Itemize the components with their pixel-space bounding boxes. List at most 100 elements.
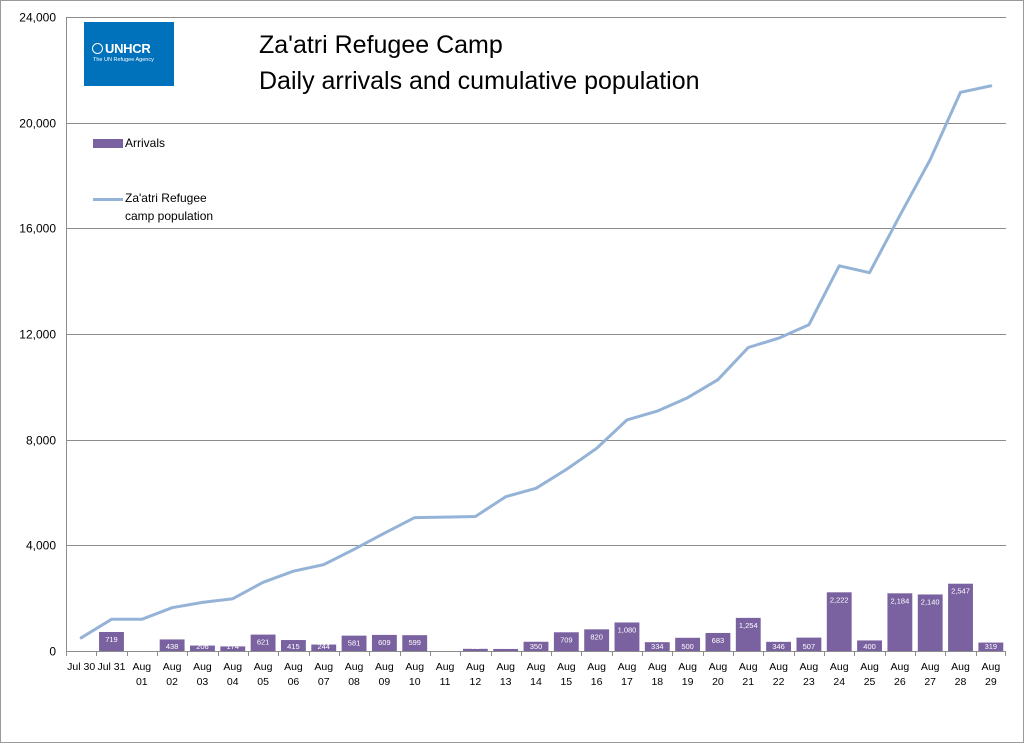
x-tick-label: Aug [830, 661, 849, 673]
x-tick-label: Aug [163, 661, 182, 673]
x-tick-label: 13 [500, 676, 512, 688]
x-tick-label: 02 [166, 676, 178, 688]
x-tick-label: Aug [921, 661, 940, 673]
arrivals-data-label: 1,080 [618, 625, 637, 634]
x-tick-label: 16 [591, 676, 603, 688]
x-tick-label: Aug [891, 661, 910, 673]
y-tick-label: 20,000 [19, 117, 56, 131]
x-tick-label: 29 [985, 676, 997, 688]
arrivals-bar [705, 632, 731, 651]
x-tick-label: Aug [800, 661, 819, 673]
x-tick-label: 07 [318, 676, 330, 688]
population-point [262, 581, 264, 584]
x-tick-label: Aug [709, 661, 728, 673]
population-point [80, 636, 82, 639]
arrivals-bar [159, 639, 185, 651]
x-tick-label: 15 [560, 676, 572, 688]
arrivals-data-label: 609 [378, 638, 391, 647]
arrivals-bar [280, 640, 306, 651]
population-point [141, 618, 143, 621]
population-point [929, 158, 931, 161]
arrivals-bar [675, 637, 701, 651]
arrivals-bar [250, 634, 276, 651]
x-tick-label: 24 [833, 676, 845, 688]
x-tick-label: 20 [712, 676, 724, 688]
arrivals-data-label: 683 [712, 636, 725, 645]
x-tick-label: 01 [136, 676, 148, 688]
x-tick-label: Aug [405, 661, 424, 673]
arrivals-data-label: 820 [590, 632, 603, 641]
x-tick-label: 23 [803, 676, 815, 688]
x-tick-label: 27 [924, 676, 936, 688]
arrivals-data-label: 346 [772, 642, 785, 651]
arrivals-bar [887, 593, 913, 651]
population-point [201, 601, 204, 604]
arrivals-data-label: 500 [681, 642, 694, 651]
population-point [535, 487, 537, 490]
arrivals-data-label: 2,184 [890, 596, 909, 605]
arrivals-bar [220, 646, 246, 651]
arrivals-data-label: 599 [408, 638, 421, 647]
arrivals-bar [371, 634, 397, 651]
arrivals-data-label: 78 [502, 642, 510, 651]
x-tick-label: Aug [254, 661, 273, 673]
arrivals-data-label: 244 [317, 642, 330, 651]
population-line [79, 84, 993, 640]
legend-arrivals-label: Arrivals [125, 136, 166, 150]
x-tick-label: Aug [648, 661, 667, 673]
x-tick-label: 22 [773, 676, 785, 688]
arrivals-data-label: 709 [560, 635, 573, 644]
population-point [322, 563, 325, 566]
arrivals-data-label: 400 [863, 642, 876, 651]
population-point [686, 396, 689, 399]
arrivals-bar [826, 592, 852, 651]
population-point [474, 515, 477, 518]
x-tick-label: Aug [951, 661, 970, 673]
x-tick-label: 05 [257, 676, 269, 688]
arrivals-bar [857, 640, 882, 651]
x-tick-label: 12 [470, 676, 482, 688]
arrivals-data-label: 719 [105, 635, 118, 644]
arrivals-bar [796, 637, 822, 651]
arrivals-bar [766, 641, 792, 651]
legend-population-swatch [93, 198, 123, 201]
x-tick-label: Aug [769, 661, 788, 673]
x-tick-label: Jul 31 [97, 661, 125, 673]
population-point [444, 516, 446, 518]
legend-population-label-line-2: camp population [125, 209, 214, 223]
arrivals-bar [917, 594, 943, 651]
population-point [959, 91, 962, 94]
population-point [504, 495, 507, 498]
arrivals-bar [341, 635, 367, 651]
population-point [777, 337, 780, 340]
population-point [838, 265, 841, 267]
x-tick-label: Aug [284, 661, 303, 673]
x-tick-label: Aug [678, 661, 697, 673]
chart-title-line-2: Daily arrivals and cumulative population [259, 67, 700, 95]
population-point [383, 532, 386, 534]
arrivals-data-label: 2,547 [951, 587, 970, 596]
population-point [413, 516, 416, 519]
arrivals-data-label: 581 [348, 639, 361, 648]
legend-arrivals-swatch [93, 139, 123, 148]
population-point [990, 85, 992, 87]
x-tick-label: Aug [223, 661, 242, 673]
population-point [808, 323, 810, 326]
arrivals-bar [584, 629, 610, 651]
x-tick-label: Aug [345, 661, 364, 673]
x-tick-label: 28 [955, 676, 967, 688]
x-tick-label: 03 [197, 676, 209, 688]
arrivals-bar [523, 641, 549, 651]
population-point [595, 447, 598, 450]
arrivals-data-label: 174 [227, 642, 240, 651]
x-tick-label: 09 [379, 676, 391, 688]
arrivals-data-label: 415 [287, 642, 300, 651]
x-tick-label: Aug [739, 661, 758, 673]
arrivals-data-label: 319 [985, 642, 998, 651]
population-point [626, 419, 628, 421]
x-tick-label: Aug [587, 661, 606, 673]
arrivals-bar [553, 632, 579, 651]
arrivals-bar [190, 645, 215, 651]
